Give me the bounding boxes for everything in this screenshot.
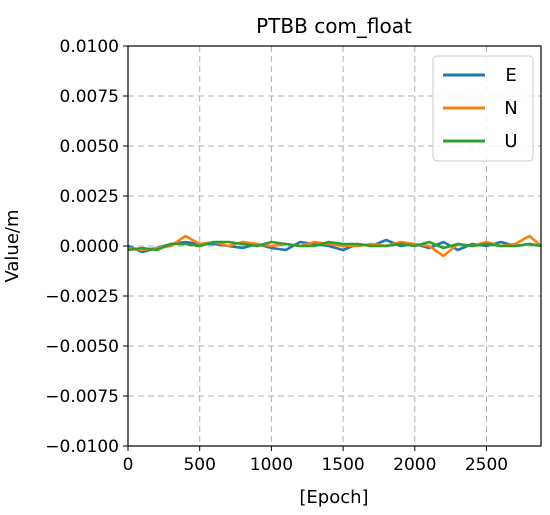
x-tick-label: 1000	[250, 455, 293, 475]
y-tick-label: −0.0025	[45, 287, 119, 307]
x-tick-label: 0	[123, 455, 134, 475]
y-tick-label: −0.0050	[45, 337, 119, 357]
y-tick-label: 0.0075	[60, 87, 119, 107]
legend: ENU	[432, 55, 534, 162]
x-axis-label: [Epoch]	[299, 487, 368, 508]
y-axis-label: Value/m	[2, 209, 23, 282]
legend-label-u: U	[504, 131, 517, 152]
legend-label-n: N	[504, 98, 517, 119]
series-line-u	[127, 240, 542, 252]
x-tick-label: 1500	[321, 455, 364, 475]
x-tick-label: 500	[183, 455, 215, 475]
x-tick-label: 2500	[465, 455, 508, 475]
y-tick-label: 0.0025	[60, 187, 119, 207]
x-tick-label: 2000	[393, 455, 436, 475]
y-tick-label: −0.0100	[45, 437, 119, 457]
y-tick-label: 0.0100	[60, 37, 119, 57]
chart-title: PTBB com_float	[256, 14, 412, 38]
y-tick-label: −0.0075	[45, 387, 119, 407]
y-tick-label: 0.0050	[60, 137, 119, 157]
y-tick-label: 0.0000	[60, 237, 119, 257]
legend-label-e: E	[505, 65, 516, 86]
series-layer	[127, 234, 542, 258]
ticks: 0 500 1000 1500 2000 2500 0.0100 0.0075 0.0050 0.…	[45, 37, 508, 475]
